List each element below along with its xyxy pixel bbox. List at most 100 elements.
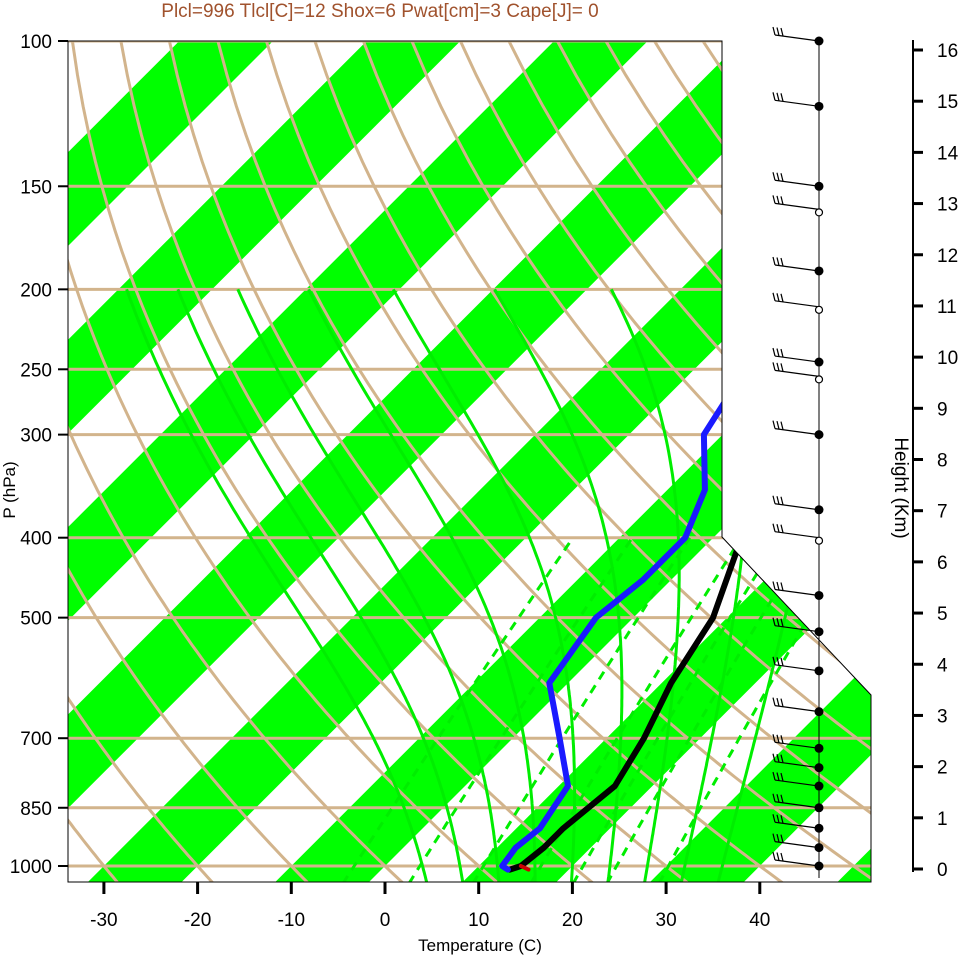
wind-barb-flag: [776, 581, 780, 591]
wind-barb-shaft: [774, 859, 820, 867]
wind-barb-flag: [780, 173, 784, 182]
height-tick-label: 10: [937, 348, 958, 369]
dry-adiabat: [207, 41, 871, 882]
wind-barb: [772, 814, 824, 833]
wind-barb-flag: [776, 496, 780, 505]
wind-barb-shaft: [774, 369, 820, 377]
height-tick-label: 14: [937, 143, 959, 164]
height-tick-label: 2: [937, 758, 948, 779]
wind-barb-shaft: [774, 625, 820, 633]
mixing-ratio-line: [605, 536, 811, 882]
isotherm-band: [413, 41, 871, 882]
dry-adiabat: [68, 41, 405, 882]
wind-barb: [772, 292, 824, 314]
dry-adiabat: [68, 41, 310, 882]
wind-barb-flag: [772, 256, 776, 266]
y-axis-label: P (hPa): [0, 461, 19, 518]
wind-barb-flag: [780, 698, 784, 707]
wind-barb-shaft: [774, 531, 820, 539]
height-tick-label: 13: [937, 195, 958, 216]
temperature-tick-label: 40: [749, 910, 770, 931]
wind-barb-shaft: [774, 705, 820, 713]
wind-marker-filled: [814, 781, 824, 791]
wind-barb: [772, 172, 824, 191]
wind-marker-filled: [814, 266, 824, 276]
mixing-ratio-line: [657, 536, 857, 882]
wind-barb-flag: [780, 363, 784, 372]
dewpoint-curve: [499, 41, 871, 873]
wind-marker-open: [814, 305, 824, 314]
wind-marker-filled: [814, 430, 824, 440]
moist-adiabat: [391, 288, 577, 882]
wind-barb-flag: [780, 618, 784, 627]
wind-barb-shaft: [774, 34, 820, 42]
moist-adiabat: [609, 288, 681, 882]
wind-barb-flag: [780, 735, 784, 744]
height-axis-label: Height (Km): [890, 437, 911, 538]
pressure-tick-label: 850: [20, 799, 52, 820]
wind-marker-filled: [814, 101, 824, 111]
wind-barb-flag: [772, 697, 776, 706]
wind-marker-filled: [814, 843, 824, 853]
frame-outline: [67, 40, 872, 883]
wind-barb: [772, 523, 824, 545]
plot-frame: [67, 40, 872, 883]
wind-barb: [772, 495, 824, 515]
wind-barb-shaft: [774, 264, 820, 272]
wind-barb-shaft: [774, 801, 820, 809]
wind-barb: [772, 92, 824, 111]
wind-barb: [772, 256, 824, 276]
wind-barb-shaft: [774, 741, 820, 749]
wind-barb-flag: [780, 27, 784, 37]
wind-barb-shaft: [774, 428, 820, 436]
wind-barb-flag: [772, 814, 776, 823]
wind-barb-flag: [780, 257, 784, 267]
wind-barb: [772, 851, 824, 871]
dry-adiabat: [68, 41, 120, 882]
temperature-tick-label: 20: [562, 910, 583, 931]
wind-barb-shaft: [774, 588, 820, 597]
wind-barb: [772, 734, 824, 753]
wind-barb-flag: [776, 293, 780, 302]
temperature-tick-label: -20: [184, 910, 211, 931]
pressure-tick-label: 700: [20, 729, 52, 750]
wind-barb-shaft: [774, 821, 820, 829]
wind-barb-shaft: [774, 300, 820, 308]
wind-barb-flag: [772, 362, 776, 371]
wind-barb-shaft: [774, 503, 820, 511]
wind-barb-flag: [776, 754, 780, 763]
wind-barb-flag: [772, 292, 776, 301]
wind-barb-flag: [776, 27, 780, 36]
wind-barb-flag: [776, 698, 780, 707]
wind-barb-flag: [776, 734, 780, 743]
wind-marker-filled: [814, 823, 824, 833]
dry-adiabat: [443, 41, 871, 882]
pressure-tick-label: 300: [20, 426, 52, 447]
wind-barb: [772, 347, 824, 367]
pressure-tick-label: 200: [20, 280, 52, 301]
wind-barb-flag: [780, 196, 784, 205]
wind-marker-filled: [814, 36, 824, 46]
moist-adiabat: [236, 288, 502, 882]
wind-barb-flag: [780, 293, 784, 302]
wind-barb-flag: [776, 852, 780, 861]
height-tick-label: 15: [937, 92, 958, 113]
temperature-tick-label: -30: [90, 910, 117, 931]
wind-profile: [772, 26, 824, 878]
moist-adiabat: [493, 288, 624, 882]
wind-barb-flag: [776, 348, 780, 357]
height-tick-label: 0: [937, 860, 948, 881]
wind-marker-filled: [814, 666, 824, 676]
wind-barb-flag: [776, 618, 780, 627]
wind-marker-filled: [814, 763, 824, 773]
wind-barb-flag: [780, 794, 784, 803]
wind-barb: [772, 833, 824, 853]
wind-marker-filled: [814, 803, 824, 813]
temperature-tick-label: -10: [278, 910, 305, 931]
wind-marker-filled: [814, 505, 824, 515]
wind-barb-flag: [772, 172, 776, 181]
temperature-tick-label: 0: [380, 910, 391, 931]
wind-barb-flag: [772, 734, 776, 743]
